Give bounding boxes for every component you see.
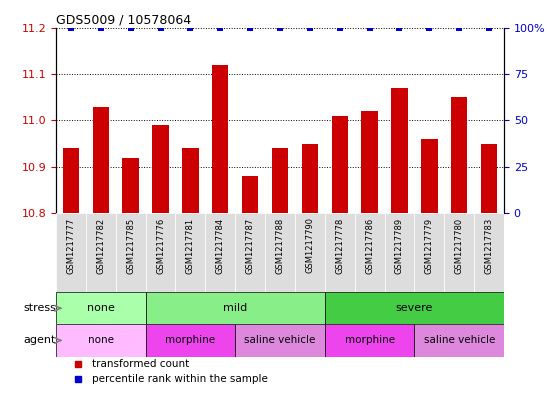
Bar	[56, 292, 146, 324]
Bar	[116, 213, 146, 292]
Bar	[295, 213, 325, 292]
Bar	[414, 324, 504, 356]
Text: GSM1217783: GSM1217783	[484, 217, 493, 274]
Text: agent: agent	[24, 336, 56, 345]
Text: GSM1217790: GSM1217790	[305, 217, 314, 274]
Text: none: none	[88, 336, 114, 345]
Point	[276, 24, 284, 31]
Point	[425, 24, 434, 31]
Text: morphine: morphine	[165, 336, 216, 345]
Text: transformed count: transformed count	[92, 359, 189, 369]
Text: saline vehicle: saline vehicle	[423, 336, 495, 345]
Bar	[56, 213, 86, 292]
Bar	[206, 213, 235, 292]
Text: percentile rank within the sample: percentile rank within the sample	[92, 375, 268, 384]
Bar	[265, 213, 295, 292]
Point	[67, 24, 76, 31]
Bar	[391, 88, 408, 213]
Bar	[56, 324, 146, 356]
Bar	[325, 292, 504, 324]
Bar	[444, 213, 474, 292]
Bar	[272, 149, 288, 213]
Text: GSM1217781: GSM1217781	[186, 217, 195, 274]
Bar	[325, 213, 354, 292]
Point	[96, 24, 105, 31]
Text: GSM1217787: GSM1217787	[246, 217, 255, 274]
Bar	[92, 107, 109, 213]
Point	[216, 24, 225, 31]
Bar	[414, 213, 444, 292]
Point	[156, 24, 165, 31]
Point	[455, 24, 464, 31]
Bar	[235, 213, 265, 292]
Bar	[235, 324, 325, 356]
Point	[186, 24, 195, 31]
Text: GSM1217776: GSM1217776	[156, 217, 165, 274]
Text: mild: mild	[223, 303, 248, 313]
Text: morphine: morphine	[344, 336, 395, 345]
Text: GSM1217785: GSM1217785	[126, 217, 135, 274]
Text: stress: stress	[23, 303, 56, 313]
Point	[484, 24, 493, 31]
Bar	[146, 324, 235, 356]
Bar	[146, 213, 175, 292]
Bar	[385, 213, 414, 292]
Bar	[451, 97, 468, 213]
Point	[335, 24, 344, 31]
Bar	[152, 125, 169, 213]
Bar	[354, 213, 385, 292]
Text: none: none	[87, 303, 115, 313]
Text: GSM1217777: GSM1217777	[67, 217, 76, 274]
Bar	[302, 144, 318, 213]
Bar	[332, 116, 348, 213]
Bar	[481, 144, 497, 213]
Bar	[146, 292, 325, 324]
Bar	[63, 149, 79, 213]
Bar	[175, 213, 206, 292]
Text: saline vehicle: saline vehicle	[244, 336, 316, 345]
Point	[246, 24, 255, 31]
Bar	[242, 176, 258, 213]
Text: GDS5009 / 10578064: GDS5009 / 10578064	[56, 13, 191, 26]
Bar	[182, 149, 199, 213]
Text: GSM1217778: GSM1217778	[335, 217, 344, 274]
Text: GSM1217779: GSM1217779	[425, 217, 434, 274]
Text: GSM1217784: GSM1217784	[216, 217, 225, 274]
Bar	[212, 65, 228, 213]
Text: GSM1217789: GSM1217789	[395, 217, 404, 274]
Point	[305, 24, 314, 31]
Bar	[421, 139, 437, 213]
Text: GSM1217780: GSM1217780	[455, 217, 464, 274]
Bar	[325, 324, 414, 356]
Point	[126, 24, 135, 31]
Bar	[474, 213, 504, 292]
Text: GSM1217786: GSM1217786	[365, 217, 374, 274]
Text: GSM1217782: GSM1217782	[96, 217, 105, 274]
Point	[395, 24, 404, 31]
Text: GSM1217788: GSM1217788	[276, 217, 284, 274]
Point	[365, 24, 374, 31]
Bar	[361, 111, 378, 213]
Bar	[86, 213, 116, 292]
Text: severe: severe	[396, 303, 433, 313]
Bar	[123, 158, 139, 213]
